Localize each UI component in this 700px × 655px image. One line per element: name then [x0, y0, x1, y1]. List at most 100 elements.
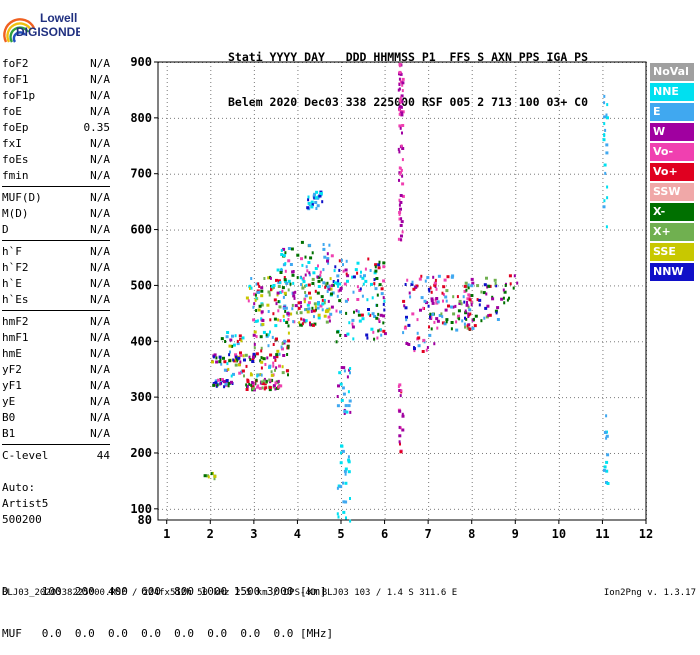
echo-point	[359, 274, 362, 278]
grid-dot	[322, 285, 323, 287]
grid-dot	[422, 285, 423, 287]
echo-point	[458, 317, 461, 321]
grid-dot	[466, 229, 467, 231]
grid-dot	[515, 294, 517, 295]
grid-dot	[502, 229, 503, 231]
grid-dot	[402, 173, 403, 175]
grid-dot	[471, 362, 473, 363]
grid-dot	[515, 322, 517, 323]
grid-dot	[638, 341, 639, 343]
grid-dot	[515, 154, 517, 155]
echo-point	[322, 281, 326, 285]
grid-dot	[446, 173, 447, 175]
grid-dot	[471, 482, 473, 483]
echo-point	[431, 301, 435, 305]
echo-point	[445, 318, 449, 322]
grid-dot	[474, 452, 475, 454]
grid-dot	[558, 218, 560, 219]
grid-dot	[471, 178, 473, 179]
echo-point	[398, 217, 401, 221]
grid-dot	[226, 117, 227, 119]
grid-dot	[602, 62, 604, 63]
grid-dot	[242, 508, 243, 510]
grid-dot	[253, 142, 255, 143]
grid-dot	[198, 341, 199, 343]
grid-dot	[558, 482, 560, 483]
grid-dot	[170, 173, 171, 175]
grid-dot	[558, 362, 560, 363]
echo-point	[357, 313, 361, 317]
grid-dot	[646, 70, 647, 71]
grid-dot	[218, 341, 219, 343]
grid-dot	[402, 397, 403, 399]
grid-dot	[466, 508, 467, 510]
echo-point	[339, 286, 343, 290]
grid-dot	[166, 322, 168, 323]
echo-point	[382, 314, 386, 318]
echo-point	[430, 297, 434, 301]
grid-dot	[222, 173, 223, 175]
grid-dot	[471, 418, 473, 419]
grid-dot	[570, 452, 571, 454]
grid-dot	[341, 162, 342, 163]
grid-dot	[341, 346, 342, 347]
grid-dot	[270, 341, 271, 343]
grid-dot	[166, 310, 168, 311]
echo-point	[253, 346, 256, 350]
grid-dot	[486, 452, 487, 454]
grid-dot	[526, 452, 527, 454]
grid-dot	[610, 117, 611, 119]
polarization-legend: NoVal NNE E W Vo- Vo+ SSW X- X+ SSE NNW	[650, 63, 694, 283]
grid-dot	[166, 397, 167, 399]
grid-dot	[515, 282, 517, 283]
grid-dot	[158, 341, 159, 343]
grid-dot	[515, 318, 517, 319]
grid-dot	[354, 452, 355, 454]
grid-dot	[210, 117, 211, 119]
distance-row: D 100 200 400 600 800 1000 1500 3000 [km…	[2, 585, 327, 598]
echo-point	[214, 381, 218, 385]
echo-point	[444, 308, 448, 312]
grid-dot	[646, 218, 647, 219]
grid-dot	[614, 229, 615, 231]
grid-dot	[515, 306, 517, 307]
grid-dot	[384, 450, 386, 451]
grid-dot	[341, 250, 342, 251]
grid-dot	[428, 202, 430, 203]
grid-dot	[602, 310, 604, 311]
grid-dot	[338, 285, 339, 287]
echo-point	[413, 349, 416, 353]
grid-dot	[630, 117, 631, 119]
grid-dot	[558, 202, 560, 203]
echo-point	[268, 388, 272, 392]
grid-dot	[602, 266, 604, 267]
grid-dot	[210, 394, 212, 395]
echo-point	[323, 255, 327, 259]
echo-point	[606, 196, 609, 200]
grid-dot	[646, 482, 647, 483]
grid-dot	[515, 290, 517, 291]
grid-dot	[602, 446, 604, 447]
grid-dot	[558, 302, 560, 303]
grid-dot	[428, 318, 430, 319]
grid-dot	[558, 386, 560, 387]
grid-dot	[210, 322, 212, 323]
grid-dot	[602, 397, 603, 399]
grid-dot	[498, 341, 499, 343]
grid-dot	[341, 318, 342, 319]
grid-dot	[326, 397, 327, 399]
grid-dot	[297, 478, 299, 479]
echo-point	[336, 282, 340, 286]
echo-point	[280, 269, 283, 273]
echo-point	[465, 317, 468, 321]
param-separator	[2, 240, 110, 241]
echo-point	[398, 434, 402, 438]
grid-dot	[471, 334, 473, 335]
grid-dot	[471, 286, 473, 287]
echo-point	[228, 359, 232, 363]
grid-dot	[515, 334, 517, 335]
grid-dot	[606, 62, 607, 63]
grid-dot	[253, 230, 255, 231]
grid-dot	[262, 285, 263, 287]
grid-dot	[341, 342, 342, 343]
